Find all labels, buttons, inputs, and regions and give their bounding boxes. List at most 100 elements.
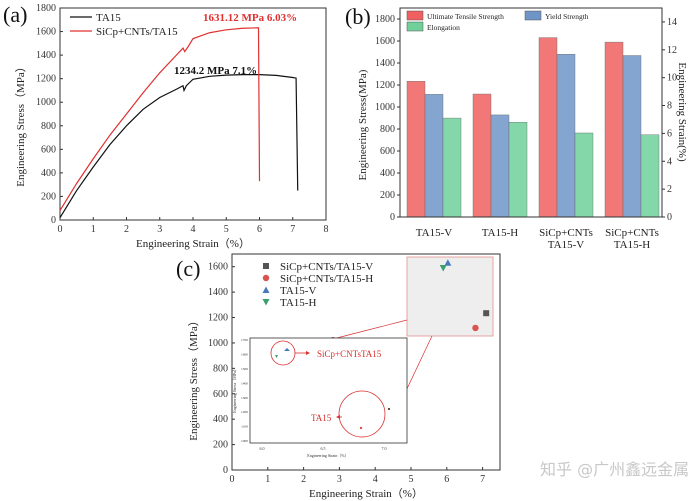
- watermark: 知乎 @广州鑫远金属: [540, 460, 689, 479]
- uts-bar: [538, 37, 558, 218]
- uts-bar: [472, 93, 492, 218]
- panel-b-plot-frame: [399, 7, 663, 218]
- uts-bar: [604, 41, 624, 218]
- panel-c-label: (c): [176, 256, 200, 281]
- legend-label: SiCp+CNTs/TA15-H: [280, 273, 373, 285]
- panel-c-xlabel: Engineering Strain（%）: [309, 487, 423, 500]
- inset-y-tick-label: 1700: [241, 338, 248, 342]
- y-tick-label: 0: [51, 215, 56, 226]
- y2-tick-label: 8: [667, 101, 672, 112]
- legend-swatch-elongation: [406, 21, 424, 32]
- inset-point-circle: [359, 426, 363, 430]
- y-tick-label: 1800: [36, 3, 56, 14]
- y-tick-label: 1400: [375, 58, 395, 69]
- inset-x-tick-label: 6.0: [260, 446, 265, 451]
- legend-label: TA15-V: [280, 285, 316, 297]
- series-line-composite: [59, 27, 261, 211]
- x-tick-label: 1: [91, 224, 96, 235]
- y-tick-label: 1600: [375, 36, 395, 47]
- category-label: SiCp+CNTs: [605, 227, 659, 239]
- x-tick-label: 7: [480, 474, 485, 485]
- x-tick-label: 1: [265, 474, 270, 485]
- y-tick-label: 1600: [208, 262, 228, 273]
- panel-b-label: (b): [345, 4, 371, 29]
- panel-c-plot-frame: [231, 253, 501, 471]
- y-tick-label: 0: [390, 212, 395, 223]
- y-tick-label: 1000: [208, 338, 228, 349]
- callout-composite: SiCp+CNTsTA15: [317, 349, 382, 359]
- panel-c-ylabel: Engineering Stress（MPa）: [187, 315, 200, 441]
- inset-y-tick-label: 1200: [241, 410, 248, 414]
- x-tick-label: 6: [444, 474, 449, 485]
- legend-marker-triangle-down: [262, 299, 270, 306]
- series-line-ta15: [59, 74, 299, 218]
- x-tick-label: 8: [324, 224, 329, 235]
- category-label: SiCp+CNTs: [539, 227, 593, 239]
- inset-point-triangle-up: [284, 348, 290, 351]
- x-tick-label: 4: [373, 474, 378, 485]
- legend-label: SiCp+CNTs/TA15-V: [280, 261, 373, 273]
- inset-ylabel: Engineering Stress（MPa）: [232, 367, 237, 413]
- inset-y-tick-label: 1600: [241, 353, 248, 357]
- legend-label-composite: SiCp+CNTs/TA15: [96, 26, 178, 38]
- x-tick-label: 6: [257, 224, 262, 235]
- y2-tick-label: 12: [667, 45, 677, 56]
- inset-y-tick-label: 1400: [241, 381, 248, 385]
- category-label: TA15-V: [548, 239, 584, 251]
- annotation-ta15-peak: 1234.2 MPa 7.1%: [174, 65, 257, 77]
- legend-swatch-uts: [406, 10, 424, 21]
- panel-a-xlabel: Engineering Strain（%）: [136, 237, 250, 250]
- panel-a-label: (a): [3, 2, 27, 27]
- y-tick-label: 600: [41, 144, 56, 155]
- inset-x-tick-label: 6.5: [321, 446, 326, 451]
- legend-swatch-ys: [524, 10, 542, 21]
- ys-bar: [490, 114, 510, 218]
- y-tick-label: 1000: [375, 102, 395, 113]
- inset-plot: 6.0 6.5 7.0 1000 1100 1200 1300 1400 1500 1600 170…: [232, 337, 408, 458]
- inset-y-tick-label: 1000: [241, 439, 248, 443]
- inset-xlabel: Engineering Strain（%）: [307, 453, 348, 458]
- inset-point-square: [388, 408, 390, 410]
- data-point-square: [483, 310, 490, 317]
- uts-bar: [406, 81, 426, 218]
- x-tick-label: 2: [301, 474, 306, 485]
- data-point-triangle-up: [444, 259, 452, 266]
- x-tick-label: 0: [58, 224, 63, 235]
- y-tick-label: 800: [41, 121, 56, 132]
- x-tick-label: 5: [224, 224, 229, 235]
- y-tick-label: 1200: [208, 313, 228, 324]
- arrow-head-icon: [336, 415, 340, 419]
- x-tick-label: 5: [409, 474, 414, 485]
- x-tick-label: 0: [230, 474, 235, 485]
- y-tick-label: 1400: [208, 287, 228, 298]
- ys-bar: [556, 54, 576, 218]
- legend-label-uts: Ultimate Tensile Strength: [427, 12, 504, 21]
- y2-tick-label: 2: [667, 184, 672, 195]
- inset-y-tick-label: 1500: [241, 367, 248, 371]
- inset-y-tick-label: 1300: [241, 396, 248, 400]
- y2-tick-label: 4: [667, 156, 672, 167]
- y-tick-label: 1800: [375, 14, 395, 25]
- inset-x-tick-label: 7.0: [382, 446, 387, 451]
- elongation-bar: [640, 134, 660, 218]
- inset-highlight-circle: [338, 390, 386, 438]
- y-tick-label: 400: [41, 168, 56, 179]
- y-tick-label: 1200: [375, 80, 395, 91]
- data-point-triangle-down: [439, 264, 447, 272]
- y-tick-label: 1200: [36, 74, 56, 85]
- ys-bar: [424, 94, 444, 218]
- y-tick-label: 600: [213, 389, 228, 400]
- y-tick-label: 1400: [36, 50, 56, 61]
- y-tick-label: 600: [380, 146, 395, 157]
- panel-b-y2label: Engineering Strain(%): [676, 62, 688, 162]
- panel-a-ylabel: Engineering Stress（MPa）: [14, 61, 27, 187]
- panel-a-plot-frame: [59, 7, 327, 221]
- legend-marker-triangle-up: [262, 286, 270, 293]
- arrow-head-icon: [306, 351, 310, 355]
- legend-label: TA15-H: [280, 297, 316, 309]
- y-tick-label: 200: [380, 190, 395, 201]
- y2-tick-label: 14: [667, 17, 677, 28]
- x-tick-label: 7: [290, 224, 295, 235]
- category-label: TA15-H: [614, 239, 650, 251]
